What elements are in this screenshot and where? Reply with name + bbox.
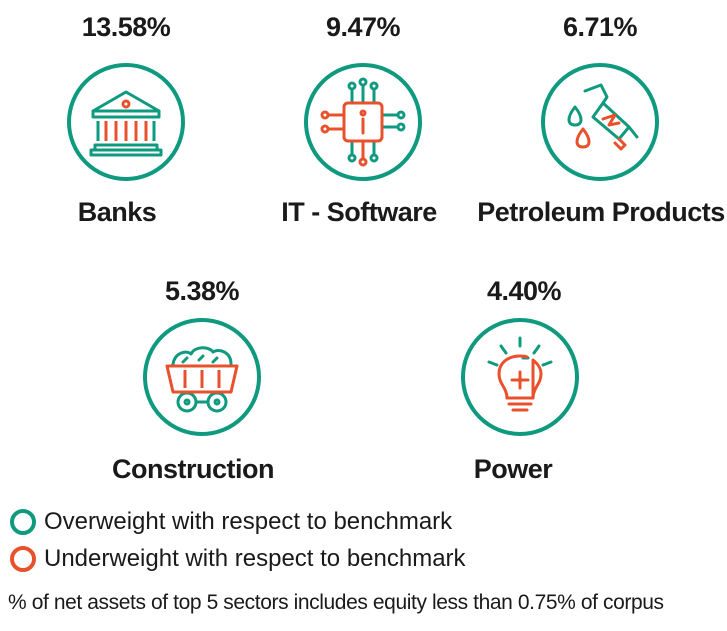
sector-ring xyxy=(67,63,185,181)
sector-name: Petroleum Products xyxy=(477,197,725,227)
sector-percent: 5.38% xyxy=(164,276,240,306)
sector-percent: 9.47% xyxy=(325,12,401,42)
overweight-circle-icon xyxy=(10,509,36,535)
sector-ring xyxy=(143,318,261,436)
chip-icon xyxy=(320,77,406,167)
sector-percent: 13.58% xyxy=(81,12,171,42)
footnote: % of net assets of top 5 sectors include… xyxy=(8,591,664,614)
cart-icon xyxy=(165,346,239,413)
bank-icon xyxy=(89,90,163,157)
legend-label: Underweight with respect to benchmark xyxy=(44,545,466,572)
bulb-icon xyxy=(487,336,553,412)
sector-ring xyxy=(304,63,422,181)
sector-name: Power xyxy=(473,454,553,484)
sector-name: Banks xyxy=(77,197,157,227)
fuel-nozzle-icon xyxy=(567,83,639,151)
sector-ring xyxy=(541,63,659,181)
legend-underweight: Underweight with respect to benchmark xyxy=(10,543,466,575)
legend-label: Overweight with respect to benchmark xyxy=(44,508,453,535)
sector-name: IT - Software xyxy=(281,197,437,227)
underweight-circle-icon xyxy=(10,546,36,572)
sector-ring xyxy=(461,318,579,436)
sector-percent: 6.71% xyxy=(562,12,638,42)
sector-percent: 4.40% xyxy=(486,276,562,306)
sector-name: Construction xyxy=(112,454,275,484)
legend-overweight: Overweight with respect to benchmark xyxy=(10,506,452,538)
